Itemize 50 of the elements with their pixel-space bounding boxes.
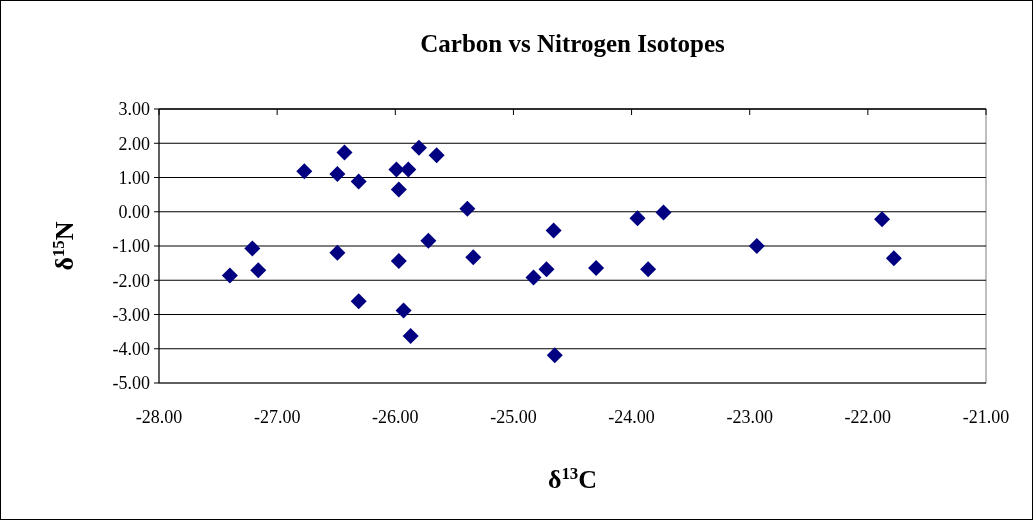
point: [525, 269, 542, 286]
point: [420, 232, 437, 249]
point: [390, 253, 407, 270]
chart-title: Carbon vs Nitrogen Isotopes: [420, 30, 725, 57]
point: [874, 211, 891, 228]
point: [629, 210, 646, 227]
x-tick-label: -23.00: [726, 407, 773, 427]
point: [465, 249, 482, 266]
x-tick-label: -24.00: [608, 407, 655, 427]
x-tick-label: -26.00: [372, 407, 419, 427]
point: [350, 293, 367, 310]
point: [885, 250, 902, 267]
point: [588, 259, 605, 276]
point: [655, 204, 672, 221]
point: [350, 173, 367, 190]
point: [748, 238, 765, 254]
point: [410, 139, 427, 156]
point: [296, 163, 313, 180]
y-tick-label: -4.00: [112, 339, 150, 360]
point: [244, 240, 261, 257]
point: [390, 181, 407, 198]
y-tick-label: -3.00: [112, 304, 150, 325]
y-tick-label: -2.00: [112, 270, 150, 291]
y-tick-label: 3.00: [118, 99, 150, 120]
x-tick-label: -27.00: [253, 407, 301, 427]
point: [395, 302, 412, 319]
point: [640, 261, 657, 278]
point: [545, 222, 562, 239]
point: [459, 200, 476, 217]
y-tick-label: -1.00: [112, 236, 150, 257]
y-tick-label: 0.00: [118, 202, 150, 223]
y-tick-label: -5.00: [112, 373, 150, 394]
x-tick-label: -25.00: [490, 407, 537, 427]
point: [221, 267, 238, 284]
point: [402, 328, 419, 345]
point: [400, 161, 417, 178]
point: [250, 262, 267, 279]
point: [388, 161, 405, 178]
point: [428, 147, 445, 164]
point: [329, 166, 346, 183]
point: [546, 347, 563, 364]
point: [336, 144, 353, 161]
x-tick-label: -21.00: [962, 407, 1010, 427]
y-tick-label: 1.00: [118, 167, 150, 188]
x-tick-label: -28.00: [135, 407, 183, 427]
x-tick-label: -22.00: [844, 407, 892, 427]
x-axis-title: δ$^{13}$C: [547, 463, 598, 494]
point: [329, 244, 346, 261]
point: [538, 261, 555, 278]
y-tick-label: 2.00: [118, 133, 150, 154]
